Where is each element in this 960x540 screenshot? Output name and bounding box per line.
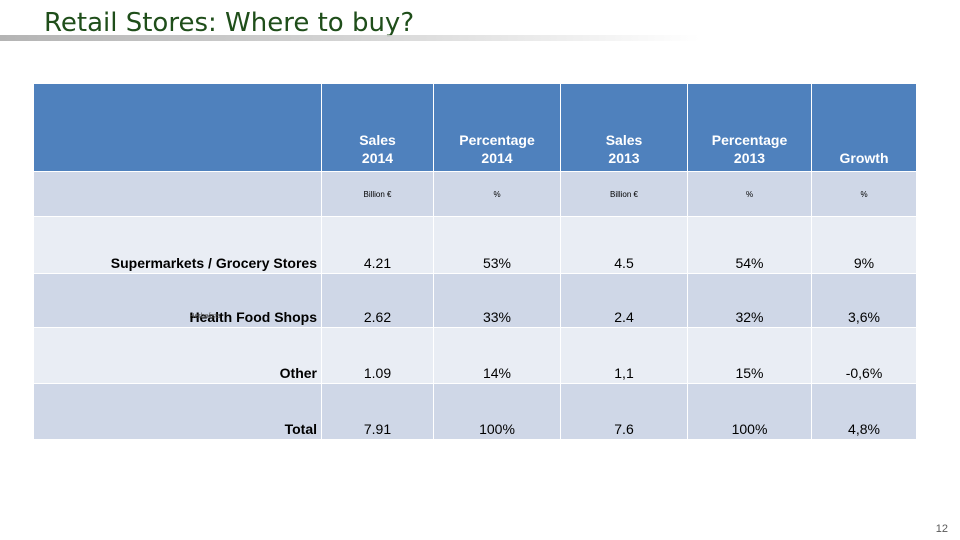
table-row: Total 7.91 100% 7.6 100% 4,8% xyxy=(33,383,917,440)
percentage-2013-cell: 54% xyxy=(687,216,812,274)
sales-2013-cell: 7.6 xyxy=(560,383,688,440)
slide-title: Retail Stores: Where to buy? xyxy=(44,8,415,38)
sales-2014-cell: 2.62 xyxy=(321,273,434,328)
unit-percentage-2013: % xyxy=(687,171,812,217)
unit-sales-2014: Billion € xyxy=(321,171,434,217)
sales-2013-cell: 4.5 xyxy=(560,216,688,274)
sales-2014-cell: 1.09 xyxy=(321,327,434,384)
unit-sales-2013: Billion € xyxy=(560,171,688,217)
page-number: 12 xyxy=(935,523,948,535)
sales-2014-cell: 7.91 xyxy=(321,383,434,440)
row-label-wrap: Herbalists Health Food Shops xyxy=(189,309,317,325)
row-label: Supermarkets / Grocery Stores xyxy=(33,216,322,274)
header-cell-blank xyxy=(33,83,322,172)
row-label: Other xyxy=(33,327,322,384)
growth-cell: 9% xyxy=(811,216,917,274)
sales-2013-cell: 1,1 xyxy=(560,327,688,384)
unit-percentage-2014: % xyxy=(433,171,561,217)
unit-growth: % xyxy=(811,171,917,217)
percentage-2014-cell: 14% xyxy=(433,327,561,384)
growth-cell: 4,8% xyxy=(811,383,917,440)
row-note: Herbalists xyxy=(189,313,221,320)
percentage-2014-cell: 100% xyxy=(433,383,561,440)
sales-2013-cell: 2.4 xyxy=(560,273,688,328)
percentage-2013-cell: 32% xyxy=(687,273,812,328)
table-header-row: Sales 2014 Percentage 2014 Sales 2013 Pe… xyxy=(33,83,917,172)
sales-2014-cell: 4.21 xyxy=(321,216,434,274)
growth-cell: 3,6% xyxy=(811,273,917,328)
header-sales-2013: Sales 2013 xyxy=(560,83,688,172)
header-percentage-2013: Percentage 2013 xyxy=(687,83,812,172)
percentage-2013-cell: 100% xyxy=(687,383,812,440)
header-growth: Growth xyxy=(811,83,917,172)
retail-sales-table: Sales 2014 Percentage 2014 Sales 2013 Pe… xyxy=(33,83,917,440)
header-sales-2014: Sales 2014 xyxy=(321,83,434,172)
header-percentage-2014: Percentage 2014 xyxy=(433,83,561,172)
title-underline xyxy=(0,35,700,41)
table-row: Herbalists Health Food Shops 2.62 33% 2.… xyxy=(33,273,917,328)
unit-cell-blank xyxy=(33,171,322,217)
row-label-cell: Herbalists Health Food Shops xyxy=(33,273,322,328)
percentage-2014-cell: 53% xyxy=(433,216,561,274)
table-row: Supermarkets / Grocery Stores 4.21 53% 4… xyxy=(33,216,917,274)
row-label: Health Food Shops xyxy=(189,309,317,325)
units-row: Billion € % Billion € % % xyxy=(33,171,917,217)
row-label: Total xyxy=(33,383,322,440)
percentage-2013-cell: 15% xyxy=(687,327,812,384)
table-row: Other 1.09 14% 1,1 15% -0,6% xyxy=(33,327,917,384)
growth-cell: -0,6% xyxy=(811,327,917,384)
percentage-2014-cell: 33% xyxy=(433,273,561,328)
